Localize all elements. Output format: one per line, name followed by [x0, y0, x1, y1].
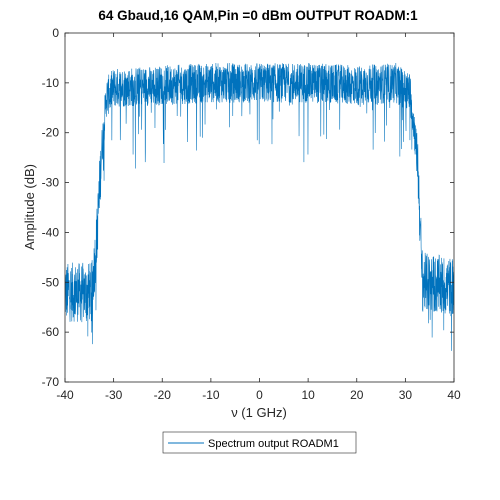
- x-tick-label: 20: [350, 388, 364, 402]
- y-axis-label: Amplitude (dB): [22, 164, 37, 250]
- series-line-spectrum-output-roadm1: [65, 62, 454, 351]
- plot-area: -40 -30 -20 -10 0 10 20 30 40 0 -10 -20 -30 -40 -50 -6…: [42, 26, 461, 402]
- y-tick-label: -10: [42, 76, 60, 90]
- y-tick-label: -70: [42, 375, 60, 389]
- legend-entry-spectrum: Spectrum output ROADM1: [208, 438, 339, 450]
- x-tick-label: -40: [56, 388, 74, 402]
- x-tick-label: -10: [202, 388, 220, 402]
- y-tick-label: -20: [42, 126, 60, 140]
- y-tick-label: -30: [42, 176, 60, 190]
- y-axis: 0 -10 -20 -30 -40 -50 -60 -70: [42, 26, 454, 389]
- series-group: [65, 62, 454, 351]
- x-axis-label: ν (1 GHz): [231, 405, 287, 420]
- legend-box: [162, 431, 357, 454]
- x-axis: -40 -30 -20 -10 0 10 20 30 40: [56, 33, 461, 402]
- x-tick-label: -20: [154, 388, 172, 402]
- legend: Spectrum output ROADM1: [162, 431, 357, 454]
- x-tick-label: 0: [256, 388, 263, 402]
- y-tick-label: 0: [52, 26, 59, 40]
- x-tick-label: 10: [301, 388, 315, 402]
- x-tick-label: -30: [105, 388, 123, 402]
- y-tick-label: -50: [42, 275, 60, 289]
- y-tick-label: -60: [42, 325, 60, 339]
- y-tick-label: -40: [42, 225, 60, 239]
- chart-title: 64 Gbaud,16 QAM,Pin =0 dBm OUTPUT ROADM:…: [98, 8, 418, 23]
- x-tick-label: 40: [447, 388, 461, 402]
- x-tick-label: 30: [399, 388, 413, 402]
